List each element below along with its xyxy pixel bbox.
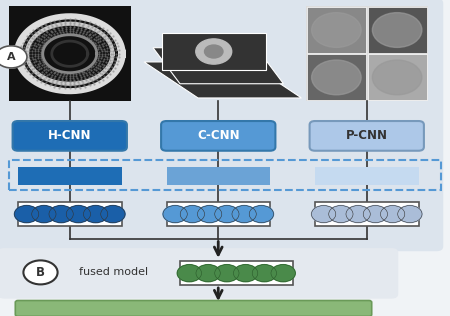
FancyBboxPatch shape [0,0,443,251]
Circle shape [311,206,336,223]
Circle shape [204,45,223,58]
Circle shape [198,206,222,223]
Circle shape [252,264,276,282]
FancyBboxPatch shape [161,121,275,151]
FancyBboxPatch shape [307,54,366,100]
Circle shape [180,206,204,223]
FancyBboxPatch shape [315,202,419,226]
Circle shape [311,13,361,47]
Circle shape [49,206,73,223]
Circle shape [398,206,422,223]
Polygon shape [162,33,266,70]
Circle shape [14,206,39,223]
FancyBboxPatch shape [166,202,270,226]
Circle shape [215,206,239,223]
Circle shape [381,206,405,223]
FancyBboxPatch shape [180,261,292,285]
Circle shape [23,260,58,284]
Circle shape [234,264,258,282]
Circle shape [177,264,202,282]
FancyBboxPatch shape [13,121,127,151]
Polygon shape [153,48,284,84]
Circle shape [346,206,370,223]
Circle shape [271,264,295,282]
FancyBboxPatch shape [4,249,374,293]
FancyBboxPatch shape [310,121,424,151]
FancyBboxPatch shape [9,6,130,101]
Polygon shape [144,62,302,98]
Circle shape [0,46,27,68]
Circle shape [196,264,220,282]
Text: P-CNN: P-CNN [346,129,388,143]
Circle shape [32,206,56,223]
Circle shape [84,206,108,223]
Text: A: A [7,52,16,62]
FancyBboxPatch shape [306,6,427,101]
Circle shape [311,60,361,95]
FancyBboxPatch shape [368,7,427,53]
FancyBboxPatch shape [0,248,398,299]
Circle shape [196,39,232,64]
Circle shape [101,206,125,223]
Circle shape [66,206,90,223]
FancyBboxPatch shape [368,54,427,100]
Text: H-CNN: H-CNN [48,129,91,143]
Circle shape [249,206,274,223]
Circle shape [363,206,387,223]
FancyBboxPatch shape [315,167,419,185]
FancyBboxPatch shape [18,202,122,226]
Text: B: B [36,266,45,279]
Circle shape [215,264,239,282]
FancyBboxPatch shape [166,167,270,185]
FancyBboxPatch shape [18,167,122,185]
FancyBboxPatch shape [15,301,372,316]
FancyBboxPatch shape [307,7,366,53]
Circle shape [372,60,422,95]
Circle shape [232,206,256,223]
Circle shape [372,13,422,47]
Circle shape [328,206,353,223]
Text: fused model: fused model [79,267,148,277]
Circle shape [163,206,187,223]
Text: C-CNN: C-CNN [197,129,239,143]
